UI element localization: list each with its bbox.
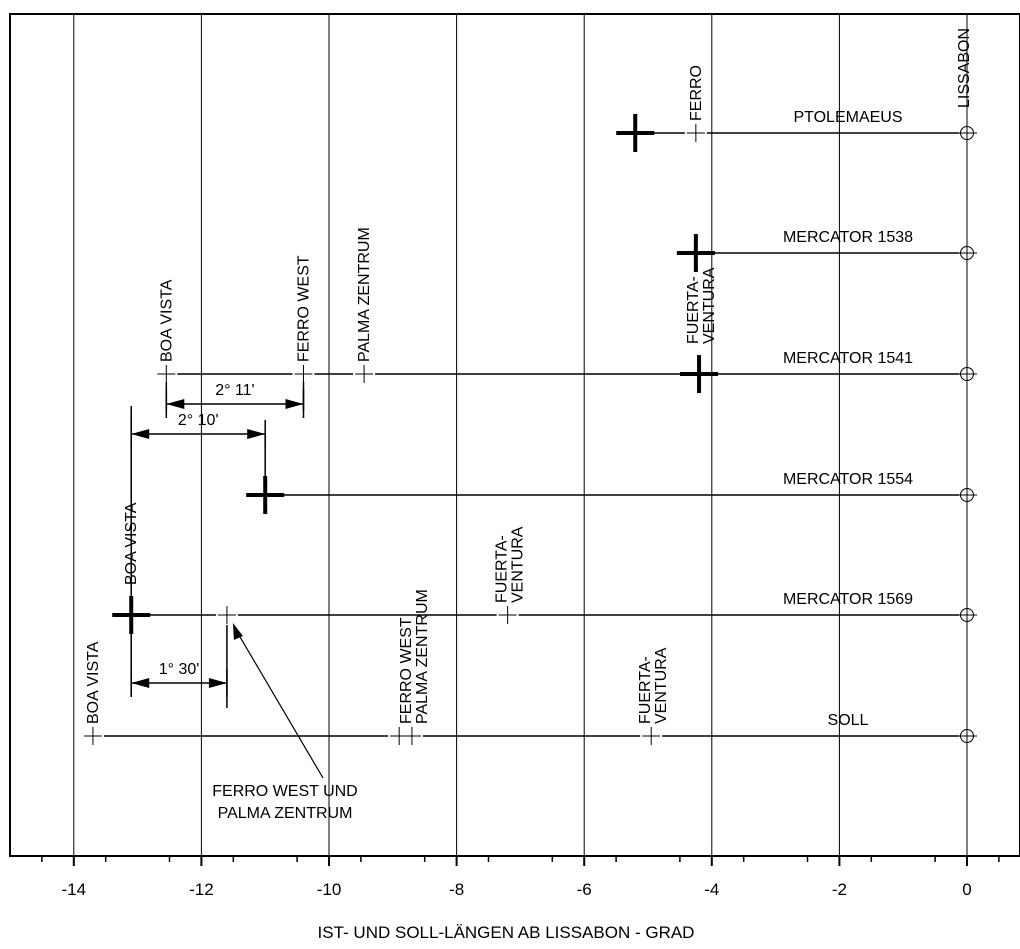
mark-label-ferro-west-line: FERRO WEST bbox=[295, 255, 312, 362]
dimension-label: 1° 30' bbox=[159, 661, 200, 678]
arrowhead bbox=[131, 429, 150, 439]
series-name: PTOLEMAEUS bbox=[793, 109, 902, 126]
series-name: SOLL bbox=[828, 712, 869, 729]
tick-label: -6 bbox=[577, 880, 592, 899]
mark-label-ferro-west: FERRO WEST bbox=[295, 255, 312, 362]
tick-label: -2 bbox=[832, 880, 847, 899]
row-mercator-1538: MERCATOR 1538 bbox=[676, 229, 977, 272]
tick-label: -4 bbox=[704, 880, 719, 899]
plot-frame bbox=[9, 13, 1020, 857]
mark-label-boa-vista: BOA VISTA bbox=[158, 279, 175, 362]
mark-label-fuerta-ventura-line: VENTURA bbox=[653, 647, 670, 724]
x-axis-title: IST- UND SOLL-LÄNGEN AB LISSABON - GRAD bbox=[318, 923, 695, 942]
mark-label-boa-vista-line: BOA VISTA bbox=[158, 279, 175, 362]
mark-label-boa-vista: BOA VISTA bbox=[85, 641, 102, 724]
mark-label-palma-zentrum: PALMA ZENTRUM bbox=[356, 227, 373, 362]
tick-label: -12 bbox=[189, 880, 214, 899]
annotation-text: FERRO WEST UND bbox=[212, 783, 357, 800]
gridlines: LISSABON bbox=[73, 14, 973, 856]
row-mercator-1554: MERCATOR 1554 bbox=[246, 471, 977, 514]
mark-label-fuerta-ventura-line: FUERTA- bbox=[494, 535, 511, 603]
arrowhead bbox=[247, 429, 266, 439]
annotation: FERRO WEST UND PALMA ZENTRUM bbox=[212, 623, 358, 822]
mark-label-fuerta-ventura-line: VENTURA bbox=[701, 267, 718, 344]
tick-label: 0 bbox=[962, 880, 971, 899]
lissabon-label-line: LISSABON bbox=[956, 28, 973, 108]
mark-label-fuerta-ventura: FUERTA- VENTURA bbox=[494, 526, 527, 603]
series-name: MERCATOR 1541 bbox=[783, 350, 913, 367]
mark-label-fuerta-ventura: FUERTA- VENTURA bbox=[685, 267, 718, 344]
arrowhead bbox=[208, 678, 227, 688]
tick-label: -10 bbox=[317, 880, 342, 899]
mark-label-fuerta-ventura-line: FUERTA- bbox=[685, 276, 702, 344]
mark-label-ferro-west-palma-zentrum-line: FERRO WEST bbox=[398, 617, 415, 724]
arrowhead bbox=[131, 678, 150, 688]
mark-label-ferro: FERRO bbox=[688, 65, 705, 121]
dimension-2: 1° 30' bbox=[130, 661, 228, 697]
lissabon-label: LISSABON bbox=[956, 28, 973, 108]
mark-label-fuerta-ventura-line: FUERTA- bbox=[637, 656, 654, 724]
mark-label-ferro-west-palma-zentrum-line: PALMA ZENTRUM bbox=[414, 589, 431, 724]
tick-label: -8 bbox=[449, 880, 464, 899]
dimension-1: 2° 10' bbox=[130, 412, 266, 448]
x-axis: -14 -12 -10 -8 -6 -4 -2 0 bbox=[41, 856, 1000, 899]
annotation-text: PALMA ZENTRUM bbox=[218, 805, 353, 822]
mark-label-fuerta-ventura: FUERTA- VENTURA bbox=[637, 647, 670, 724]
row-soll: SOLL BOA VISTA FERRO WEST PALMA ZENTRUM FUER… bbox=[83, 589, 977, 746]
row-ptolemaeus: PTOLEMAEUS FERRO bbox=[616, 65, 977, 152]
annotation-leader bbox=[235, 629, 324, 779]
annotation-arrowhead bbox=[232, 623, 243, 640]
mark-label-ferro-line: FERRO bbox=[688, 65, 705, 121]
dimension-lines: 2° 11' 2° 10' 1° 30' bbox=[130, 382, 305, 708]
mark-label-palma-zentrum-line: PALMA ZENTRUM bbox=[356, 227, 373, 362]
arrowhead bbox=[166, 399, 185, 409]
arrowhead bbox=[285, 399, 304, 409]
series-name: MERCATOR 1554 bbox=[783, 471, 913, 488]
mark-label-boa-vista-line: BOA VISTA bbox=[85, 641, 102, 724]
dimension-label: 2° 11' bbox=[215, 382, 254, 399]
row-mercator-1569: MERCATOR 1569BOA VISTAFUERTA-VENTURA bbox=[112, 502, 977, 634]
series-name: MERCATOR 1538 bbox=[783, 229, 913, 246]
series-name: MERCATOR 1569 bbox=[783, 591, 913, 608]
dimension-label: 2° 10' bbox=[178, 412, 219, 429]
mark-label-fuerta-ventura-line: VENTURA bbox=[510, 526, 527, 603]
tick-label: -14 bbox=[62, 880, 87, 899]
mark-label-ferro-west-palma-zentrum: FERRO WEST PALMA ZENTRUM bbox=[398, 589, 431, 724]
row-mercator-1541: MERCATOR 1541 BOA VISTA FERRO WEST PALMA ZE… bbox=[157, 227, 977, 393]
